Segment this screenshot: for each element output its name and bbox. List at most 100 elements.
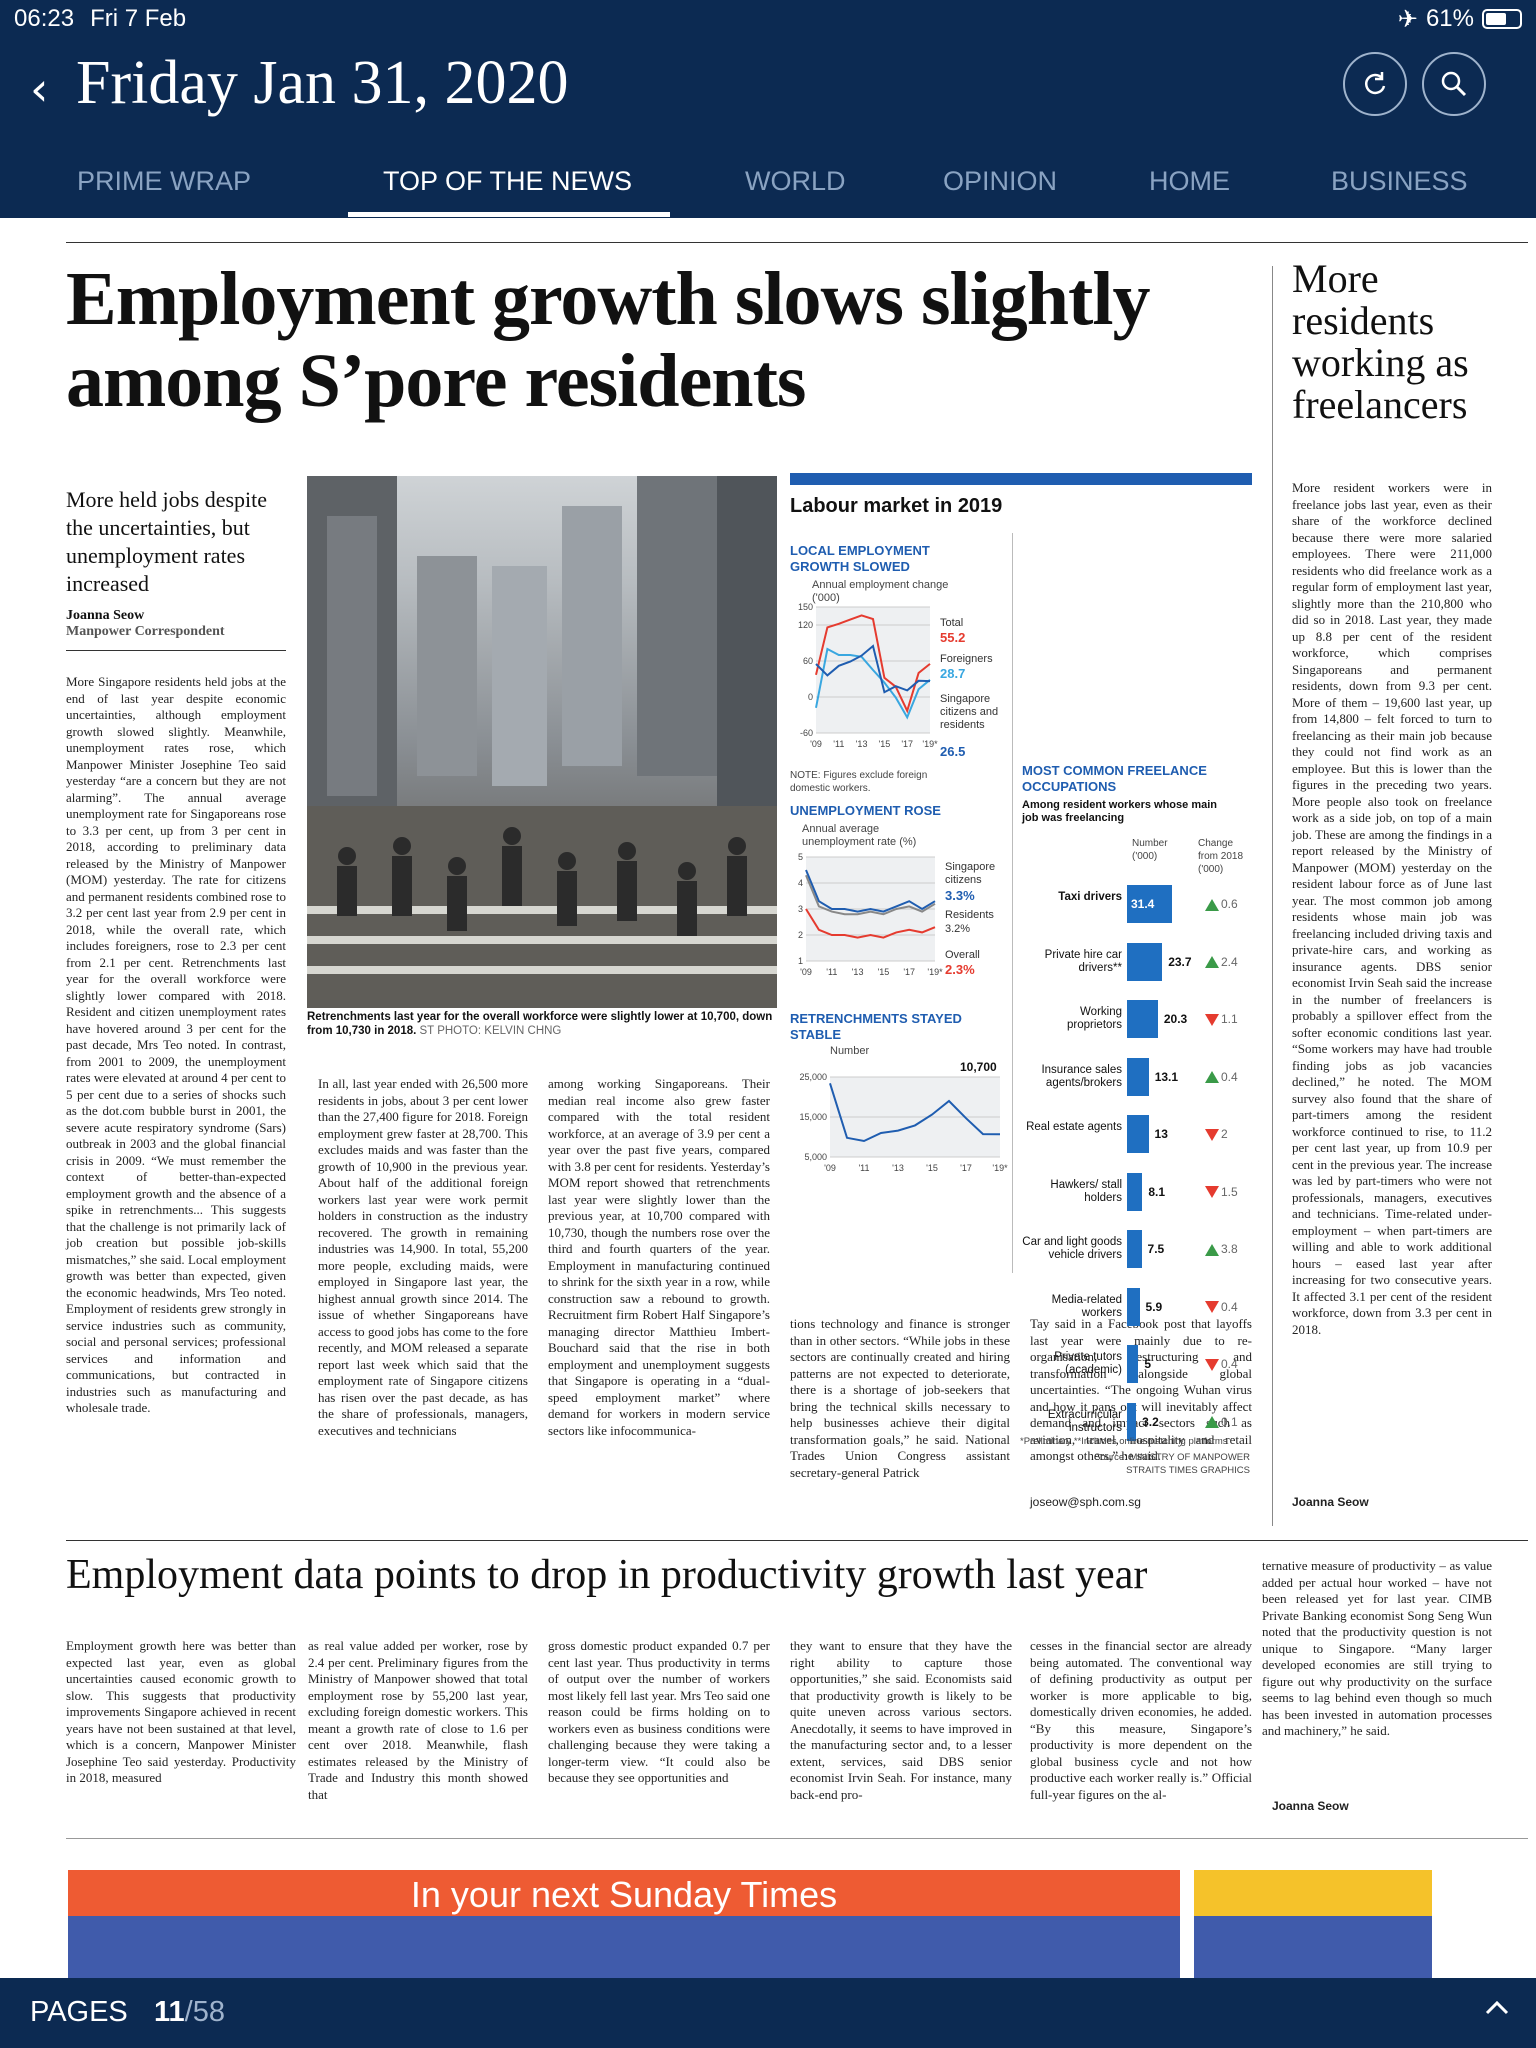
occupation-change-cell: 0.4 — [1205, 1357, 1238, 1371]
title-bar: ‹ Friday Jan 31, 2020 — [0, 38, 1536, 168]
y-tick-label: 120 — [798, 620, 813, 630]
y-tick-label: -60 — [800, 728, 813, 738]
occupation-number: 7.5 — [1147, 1242, 1165, 1256]
photo-illustration — [307, 476, 777, 1008]
article2-column-4: they want to ensure that they have the r… — [790, 1638, 1012, 1802]
series-line-2 — [815, 644, 931, 694]
article2-column-1: Employment growth here was better than e… — [66, 1638, 296, 1785]
y-tick-label: 5 — [798, 852, 803, 862]
tab-top-of-the-news[interactable]: TOP OF THE NEWS — [383, 166, 633, 196]
bottom-rule — [66, 1838, 1528, 1839]
street-crowd-photo — [307, 476, 777, 1008]
freelance-bar — [1127, 1402, 1137, 1441]
side-article-body: More resident workers were in freelance … — [1292, 480, 1492, 1337]
series-line-1 — [815, 647, 931, 720]
article2-author: Joanna Seow — [1272, 1799, 1349, 1813]
tab-world[interactable]: WORLD — [745, 166, 846, 196]
article2-column-6: ternative measure of productivity – as v… — [1262, 1558, 1492, 1738]
series-line-0 — [805, 869, 936, 913]
occupation-number: 13.1 — [1154, 1069, 1179, 1084]
sunday-times-banner[interactable]: In your next Sunday Times — [68, 1870, 1180, 1978]
series-line-0 — [829, 1083, 1001, 1143]
search-button[interactable] — [1422, 52, 1486, 116]
unemp-legend-residents-label: Residents — [945, 909, 994, 921]
tab-home[interactable]: HOME — [1149, 166, 1230, 196]
occupation-change: 1.1 — [1221, 1012, 1238, 1026]
status-bar: 06:23 Fri 7 Feb ✈ 61% — [0, 0, 1536, 38]
occupation-name: Working proprietors — [1067, 1006, 1122, 1031]
tab-prime-wrap[interactable]: PRIME WRAP — [77, 166, 252, 196]
chevron-left-icon: ‹ — [30, 62, 49, 116]
pages-bar[interactable]: PAGES 11/58 — [0, 1978, 1536, 2048]
labour-market-infographic: Labour market in 2019 LOCAL EMPLOYMENT G… — [790, 473, 1252, 1476]
status-time: 06:23 — [14, 5, 75, 32]
tab-business[interactable]: BUSINESS — [1331, 166, 1468, 196]
article-column-4: tions technology and finance is stronger… — [790, 1316, 1010, 1480]
occupation-change-cell: 1.5 — [1205, 1185, 1238, 1199]
freelance-bar — [1127, 1287, 1140, 1326]
freelance-col-change: Change from 2018 ('000) — [1198, 838, 1244, 875]
unemployment-subheading: Annual average unemployment rate (%) — [802, 823, 917, 848]
byline-rule — [66, 650, 286, 651]
occupation-change: 0.1 — [1221, 1414, 1238, 1429]
unemp-legend-residents-value: 3.2% — [945, 923, 971, 935]
freelance-heading: MOST COMMON FREELANCE OCCUPATIONS — [1022, 763, 1207, 794]
freelance-row: Extracurricular instructors 3.2 0.1 — [1020, 1402, 1252, 1443]
status-date: Fri 7 Feb — [90, 5, 187, 32]
x-tick-label: '11 — [833, 739, 844, 749]
retrenchment-last-value: 10,700 — [960, 1060, 997, 1074]
freelance-row: Private tutors (academic) 5 0.4 — [1020, 1345, 1252, 1385]
tab-opinion[interactable]: OPINION — [943, 166, 1058, 196]
total-pages: /58 — [184, 1996, 225, 2028]
x-tick-label: '17 — [960, 1163, 972, 1173]
occupation-change-cell: 0.6 — [1205, 897, 1238, 911]
freelance-bar — [1127, 942, 1163, 981]
unemployment-chart: 5 4 3 2 1'09 '11 '13 '15 '17 '19* — [798, 852, 943, 977]
article-headline: Employment growth slows slightly among S… — [66, 257, 1150, 423]
expand-pages-button[interactable] — [1482, 1990, 1512, 2032]
refresh-button[interactable] — [1343, 52, 1407, 116]
freelance-bar — [1127, 1057, 1149, 1096]
occupation-change-cell: 2 — [1205, 1127, 1228, 1141]
column-divider — [1272, 266, 1273, 1526]
author-email[interactable]: joseow@sph.com.sg — [1030, 1495, 1141, 1509]
infographic-title: Labour market in 2019 — [790, 495, 1003, 517]
occupation-change: 1.5 — [1221, 1184, 1238, 1199]
emp-legend-citizens-label: Singapore citizens and residents — [940, 693, 999, 731]
freelance-row: Taxi drivers 31.4 0.6 — [1020, 885, 1252, 925]
freelance-bar — [1127, 1000, 1158, 1038]
triangle-up-icon — [1205, 956, 1219, 969]
infographic-divider — [1012, 533, 1013, 1273]
emp-legend-total-value: 55.2 — [940, 630, 966, 645]
occupation-name: Taxi drivers — [1058, 891, 1122, 903]
search-icon — [1441, 71, 1467, 97]
article2-column-2: as real value added per worker, rose by … — [308, 1638, 528, 1802]
occupation-number: 13 — [1154, 1127, 1168, 1141]
x-tick-label: '17 — [903, 967, 915, 977]
occupation-name: Hawkers/ stall holders — [1050, 1178, 1122, 1204]
triangle-up-icon — [1205, 1243, 1219, 1256]
back-button[interactable]: ‹ — [30, 62, 48, 116]
x-tick-label: '19* — [927, 967, 943, 977]
article-column-1: More Singapore residents held jobs at th… — [66, 674, 286, 1415]
occupation-change-cell: 1.1 — [1205, 1012, 1238, 1026]
x-tick-label: '15 — [926, 1163, 938, 1173]
freelance-row: Insurance sales agents/brokers 13.1 0.4 — [1020, 1057, 1252, 1098]
occupation-name: Private hire car drivers** — [1044, 948, 1122, 974]
triangle-down-icon — [1205, 1013, 1219, 1026]
infographic-top-bar — [790, 473, 1252, 485]
x-tick-label: '13 — [856, 739, 868, 749]
sunday-times-logo — [1194, 1870, 1432, 1978]
occupation-change: 0.4 — [1221, 1357, 1238, 1371]
caption-credit: ST PHOTO: KELVIN CHNG — [419, 1025, 562, 1037]
occupation-change: 3.8 — [1221, 1242, 1238, 1256]
unemployment-heading: UNEMPLOYMENT ROSE — [790, 803, 941, 818]
logo-strip — [1194, 1916, 1432, 1978]
newspaper-page[interactable]: Employment growth slows slightly among S… — [0, 218, 1536, 1978]
unemp-legend-citizens-label: Singapore citizens — [945, 861, 996, 886]
freelance-row: Hawkers/ stall holders 8.1 1.5 — [1020, 1172, 1252, 1213]
pages-label[interactable]: PAGES — [30, 1996, 128, 2028]
occupation-number: 23.7 — [1168, 954, 1192, 969]
occupation-change-cell: 3.8 — [1205, 1242, 1238, 1256]
y-tick-label: 25,000 — [799, 1072, 827, 1082]
